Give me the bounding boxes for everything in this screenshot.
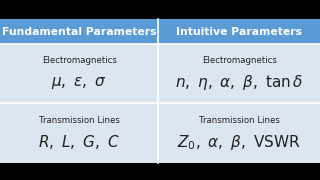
Bar — [158, 44, 320, 103]
Bar — [158, 103, 320, 163]
Bar — [0, 19, 158, 44]
Bar — [158, 19, 320, 44]
Text: $\mu,\ \varepsilon,\ \sigma$: $\mu,\ \varepsilon,\ \sigma$ — [51, 75, 107, 91]
Text: Electromagnetics: Electromagnetics — [202, 56, 276, 65]
Text: Transmission Lines: Transmission Lines — [199, 116, 280, 125]
Text: $R,\ L,\ G,\ C$: $R,\ L,\ G,\ C$ — [38, 133, 120, 151]
Bar — [0, 44, 158, 103]
Text: $n,\ \eta,\ \alpha,\ \beta,\ \tan\delta$: $n,\ \eta,\ \alpha,\ \beta,\ \tan\delta$ — [175, 73, 303, 92]
Text: $Z_0,\ \alpha,\ \beta,\ \mathrm{VSWR}$: $Z_0,\ \alpha,\ \beta,\ \mathrm{VSWR}$ — [177, 132, 301, 152]
Text: Transmission Lines: Transmission Lines — [39, 116, 120, 125]
Text: Electromagnetics: Electromagnetics — [42, 56, 116, 65]
Text: Intuitive Parameters: Intuitive Parameters — [176, 27, 302, 37]
Bar — [0, 103, 158, 163]
Text: Fundamental Parameters: Fundamental Parameters — [2, 27, 156, 37]
